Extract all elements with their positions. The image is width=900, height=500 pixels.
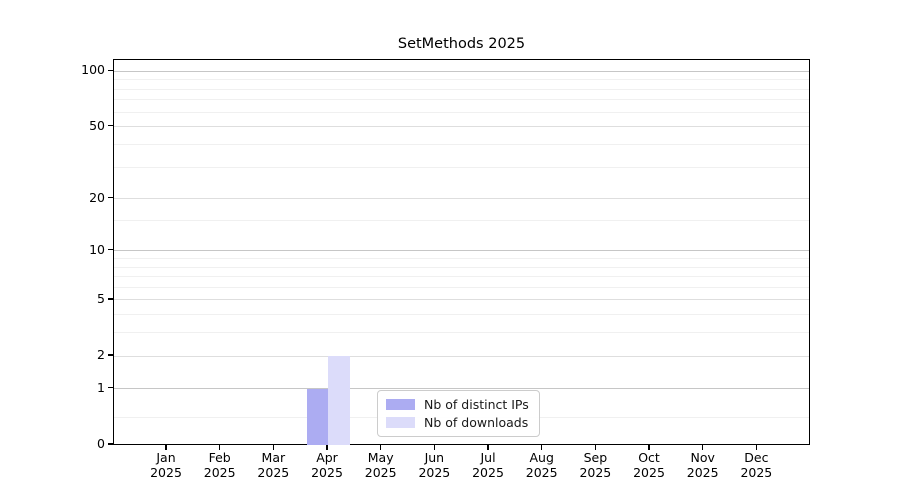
legend-item-downloads: Nb of downloads (386, 415, 529, 430)
y-tick-mark (108, 125, 113, 127)
x-tick-label: Sep 2025 (579, 450, 612, 480)
gridline (114, 332, 809, 334)
x-tick-label: Aug 2025 (525, 450, 558, 480)
gridline (114, 79, 809, 81)
legend-swatch-distinct-ips (386, 399, 415, 410)
y-tick-mark (108, 69, 113, 71)
x-tick-mark (272, 445, 274, 450)
legend-item-distinct-ips: Nb of distinct IPs (386, 397, 529, 412)
x-tick-mark (433, 445, 435, 450)
x-tick-mark (594, 445, 596, 450)
y-tick-mark (108, 354, 113, 356)
chart-title: SetMethods 2025 (397, 36, 526, 52)
gridline (114, 314, 809, 316)
gridline (114, 250, 809, 252)
bar-apr-series1 (328, 356, 350, 445)
x-tick-label: Apr 2025 (311, 450, 343, 480)
gridline (114, 286, 809, 288)
y-tick-label: 50 (89, 117, 105, 133)
bar-apr-series0 (306, 388, 328, 445)
gridline (114, 198, 809, 200)
x-tick-label: Jun 2025 (418, 450, 451, 480)
gridline (114, 70, 809, 72)
gridline (114, 111, 809, 113)
x-tick-label: Dec 2025 (740, 450, 773, 480)
x-tick-label: May 2025 (364, 450, 397, 480)
x-tick-label: Oct 2025 (633, 450, 665, 480)
y-tick-label: 20 (89, 189, 105, 205)
gridline (114, 299, 809, 301)
gridline (114, 126, 809, 128)
gridline (114, 388, 809, 390)
x-tick-mark (702, 445, 704, 450)
x-tick-label: Jan 2025 (150, 450, 182, 480)
gridline (114, 220, 809, 222)
gridline (114, 258, 809, 260)
y-tick-label: 1 (97, 379, 105, 395)
y-tick-label: 5 (97, 290, 105, 306)
plot-area: Nb of distinct IPs Nb of downloads (113, 59, 810, 445)
y-tick-mark (108, 196, 113, 199)
y-tick-label: 0 (97, 436, 105, 451)
y-tick-mark (108, 298, 113, 300)
legend-label-downloads: Nb of downloads (424, 415, 529, 430)
x-tick-mark (755, 445, 757, 450)
gridline (114, 166, 809, 168)
x-tick-label: Feb 2025 (203, 450, 236, 480)
gridline (114, 143, 809, 145)
y-tick-mark (108, 249, 113, 251)
gridline (114, 355, 809, 357)
y-tick-label: 100 (81, 62, 105, 78)
y-tick-mark (108, 387, 113, 389)
y-tick-label: 10 (89, 241, 105, 257)
x-tick-mark (487, 445, 489, 450)
legend: Nb of distinct IPs Nb of downloads (377, 390, 540, 437)
x-tick-label: Jul 2025 (472, 450, 504, 480)
x-tick-mark (541, 445, 543, 450)
y-tick-label: 2 (97, 347, 105, 363)
x-tick-label: Mar 2025 (257, 450, 290, 480)
legend-label-distinct-ips: Nb of distinct IPs (424, 397, 529, 412)
gridline (114, 99, 809, 101)
x-tick-mark (380, 445, 382, 450)
x-tick-mark (165, 445, 167, 450)
x-tick-mark (648, 445, 650, 450)
x-tick-mark (326, 445, 328, 450)
gridline (114, 266, 809, 268)
gridline (114, 88, 809, 90)
gridline (114, 276, 809, 278)
legend-swatch-downloads (386, 417, 415, 428)
x-tick-mark (219, 445, 221, 450)
y-tick-mark (108, 443, 113, 445)
x-tick-label: Nov 2025 (686, 450, 719, 480)
